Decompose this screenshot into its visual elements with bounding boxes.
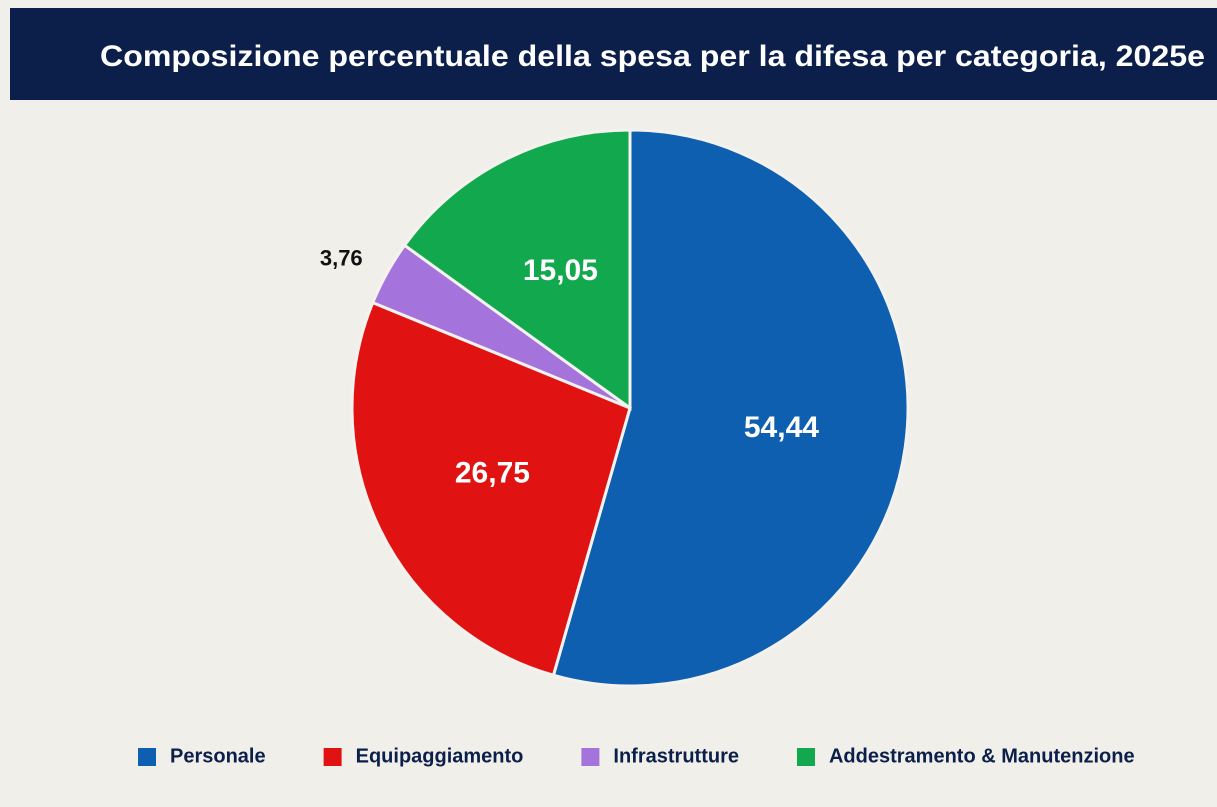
legend-label: Infrastrutture <box>613 745 739 767</box>
pie-slice <box>402 128 632 411</box>
data-label: 3,76 <box>320 245 363 270</box>
legend-swatch <box>796 748 815 766</box>
chart-title: Composizione percentuale della spesa per… <box>100 40 1205 73</box>
data-label: 26,75 <box>455 457 530 490</box>
legend-label: Addestramento & Manutenzione <box>829 745 1135 767</box>
legend-label: Personale <box>170 745 266 767</box>
legend-label: Equipaggiamento <box>356 745 524 767</box>
pie-slice <box>350 300 632 678</box>
title-bar <box>10 8 1217 100</box>
data-label: 15,05 <box>523 254 598 287</box>
legend-swatch <box>323 748 342 766</box>
pie-slice <box>551 128 910 688</box>
data-label: 54,44 <box>744 411 819 444</box>
legend-swatch <box>138 748 156 766</box>
legend-swatch <box>581 748 600 766</box>
